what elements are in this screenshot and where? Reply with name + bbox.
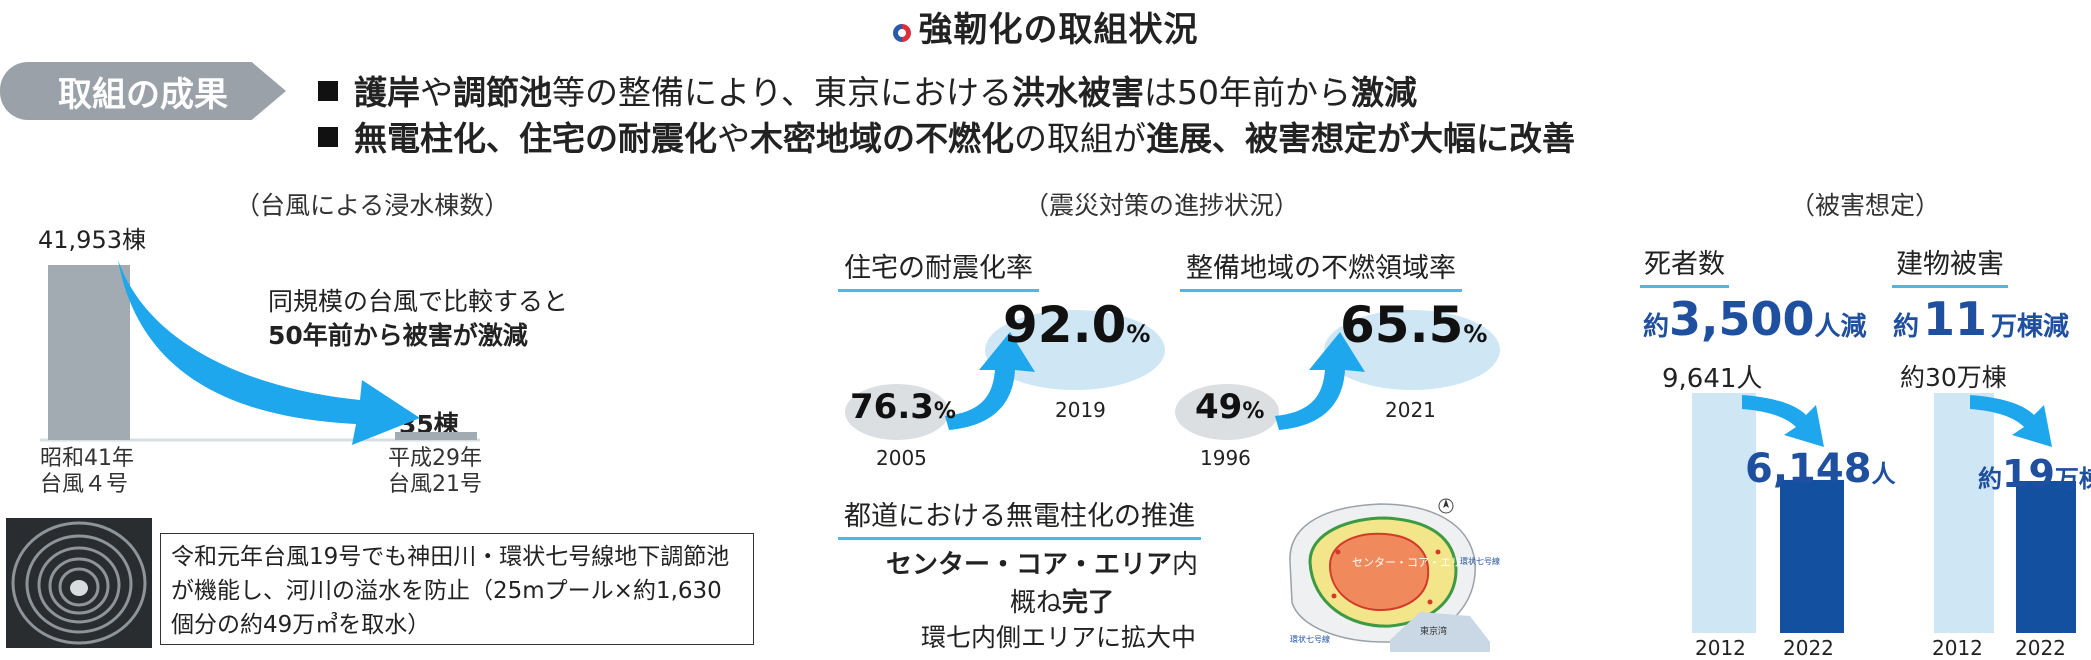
- bullet-0-part-3: 等の整備により、東京における: [552, 73, 1013, 112]
- pole-line-3: 環七内側エリアに拡大中: [921, 623, 1197, 652]
- deaths-bar-2012: [1692, 393, 1756, 633]
- flood-bar1-label1: 昭和41年: [40, 446, 134, 471]
- fireproof-heading: 整備地域の不燃領域率: [1180, 246, 1462, 292]
- flood-bar1-value: 41,953棟: [38, 226, 146, 254]
- flood-bar2-label1: 平成29年: [388, 446, 482, 471]
- fireproof-from-year: 1996: [1200, 446, 1251, 470]
- flood-message-1: 同規模の台風で比較すると: [268, 287, 569, 316]
- flood-note-box: 令和元年台風19号でも神田川・環状七号線地下調節池が機能し、河川の溢水を防止（2…: [160, 533, 754, 645]
- flood-bar-2017: [395, 432, 477, 440]
- damage-caption: （被害想定）: [1790, 191, 1941, 220]
- bullet-quake: 無電柱化、住宅の耐震化や木密地域の不燃化の取組が進展、被害想定が大幅に改善: [318, 112, 1575, 160]
- deaths-chart: [1692, 393, 1844, 633]
- pole-line-2: 概ね完了: [1010, 588, 1115, 618]
- deaths-year-2012: 2012: [1695, 636, 1746, 660]
- fireproof-from-bubble: [1175, 384, 1279, 440]
- bullet-1-part-3: の取組が: [1014, 119, 1146, 158]
- buildings-year-2022: 2022: [2015, 636, 2066, 660]
- fireproof-to-value: 65.5%: [1340, 296, 1488, 354]
- buildings-bar-2022: [2016, 481, 2076, 633]
- bullet-1-part-4: 進展、被害想定が大幅に改善: [1146, 119, 1575, 158]
- buildings-bar-2012: [1934, 393, 1994, 633]
- deaths-bar-2022: [1780, 479, 1844, 633]
- flood-bar2-label2: 台風21号: [388, 472, 482, 497]
- flood-chart: [40, 260, 480, 445]
- bullet-0-part-1: や: [420, 73, 453, 112]
- flood-bar1-label2: 台風４号: [40, 472, 129, 497]
- result-label-badge: 取組の成果: [0, 62, 286, 120]
- map-center-label: センター・コア・エリア: [1352, 556, 1473, 569]
- flood-decrease-arrow: [118, 260, 420, 445]
- bullet-1-part-2: 木密地域の不燃化: [750, 119, 1014, 158]
- bullet-flood: 護岸や調節池等の整備により、東京における洪水被害は50年前から激減: [318, 66, 1417, 114]
- square-bullet-icon: [318, 127, 338, 147]
- seismic-to-year: 2019: [1055, 398, 1106, 422]
- deaths-year-2022: 2022: [1783, 636, 1834, 660]
- seismic-from-value: 76.3%: [850, 387, 956, 427]
- flood-message-2: 50年前から被害が激減: [268, 321, 528, 350]
- seismic-chart: [845, 310, 1165, 440]
- tokyo-map: センター・コア・エリア 東京湾 環状七号線 環状七号線: [1270, 492, 1502, 652]
- buildings-headline: 約11 万棟減: [1893, 292, 2070, 346]
- buildings-heading: 建物被害: [1892, 242, 2008, 288]
- deaths-down-arrow: [1742, 395, 1824, 447]
- bullet-0-part-4: 洪水被害: [1012, 73, 1145, 112]
- buildings-year-2012: 2012: [1932, 636, 1983, 660]
- fireproof-chart: [1175, 310, 1500, 440]
- flood-bar-1966: [48, 265, 130, 440]
- pole-line-1: センター・コア・エリア内: [886, 550, 1199, 580]
- logo-ring-icon: [892, 24, 911, 42]
- buildings-down-arrow: [1970, 395, 2052, 447]
- bullet-0-part-6: 激減: [1351, 73, 1418, 112]
- north-arrow-icon: [1438, 498, 1454, 514]
- deaths-heading: 死者数: [1640, 242, 1729, 288]
- seismic-heading: 住宅の耐震化率: [838, 246, 1039, 292]
- fireproof-up-arrow: [1275, 332, 1365, 430]
- map-bay-label: 東京湾: [1420, 625, 1447, 637]
- buildings-before-label: 約30万棟: [1900, 363, 2007, 392]
- page-title: 強靭化の取組状況: [0, 2, 2091, 51]
- fireproof-from-value: 49%: [1195, 387, 1265, 427]
- seismic-from-bubble: [845, 384, 949, 440]
- deaths-headline: 約3,500人減: [1643, 292, 1867, 346]
- fireproof-to-year: 2021: [1385, 398, 1436, 422]
- buildings-chart: [1934, 393, 2076, 633]
- seismic-to-value: 92.0%: [1003, 296, 1151, 354]
- seismic-from-year: 2005: [876, 446, 927, 470]
- tunnel-photo: [6, 518, 152, 648]
- deaths-after-value: 6,148人: [1745, 446, 1896, 492]
- flood-caption: （台風による浸水棟数）: [235, 191, 510, 220]
- bullet-0-part-2: 調節池: [453, 73, 552, 112]
- map-ring-label: 環状七号線: [1460, 556, 1500, 566]
- square-bullet-icon: [318, 81, 338, 101]
- map-ring-outer-label: 環状七号線: [1290, 634, 1330, 644]
- deaths-before-label: 9,641人: [1662, 364, 1763, 394]
- fireproof-to-bubble: [1324, 310, 1500, 390]
- bullet-1-part-1: や: [717, 119, 750, 158]
- bullet-0-part-5: は50年前から: [1144, 73, 1352, 112]
- bullet-0-part-0: 護岸: [354, 73, 420, 112]
- bullet-1-part-0: 無電柱化、住宅の耐震化: [354, 119, 717, 158]
- quake-caption: （震災対策の進捗状況）: [1024, 191, 1300, 220]
- pole-heading: 都道における無電柱化の推進: [838, 494, 1201, 540]
- buildings-after-value: 約19万棟: [1978, 452, 2091, 496]
- seismic-up-arrow: [945, 332, 1035, 430]
